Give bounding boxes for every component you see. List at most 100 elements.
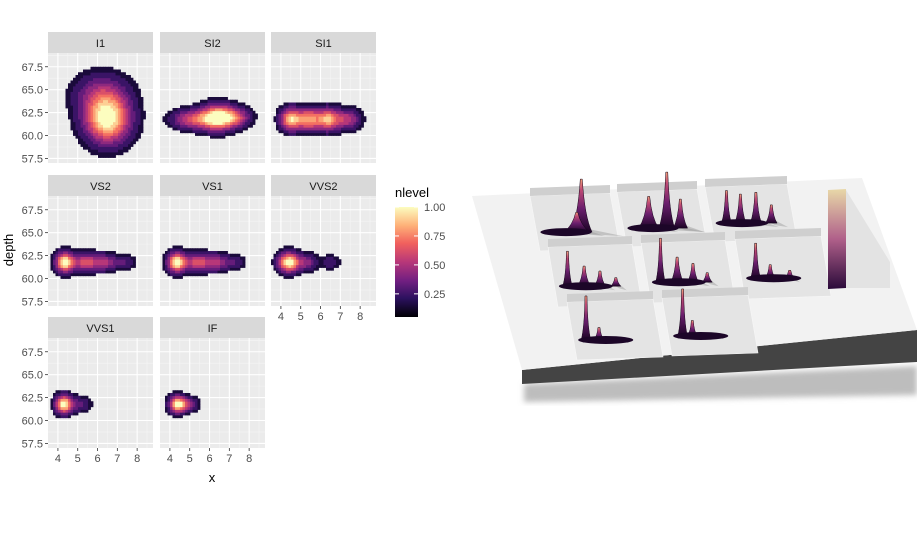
density-cell: [70, 273, 74, 277]
density-cell: [60, 404, 64, 408]
density-cell: [110, 154, 114, 158]
density-cell: [53, 404, 56, 408]
density-cell: [113, 72, 116, 76]
density-cell: [108, 105, 111, 109]
density-cell: [95, 108, 99, 112]
density-cell: [336, 259, 339, 263]
density-cell: [123, 80, 126, 84]
density-cell: [303, 116, 307, 120]
density-cell: [180, 256, 183, 260]
density-cell: [85, 94, 89, 98]
density-cell: [73, 94, 76, 98]
density-cell: [291, 124, 294, 128]
density-cell: [88, 264, 91, 268]
density-cell: [273, 119, 277, 123]
density-cell: [120, 72, 124, 76]
3d-density-peak: [655, 237, 666, 283]
density-cell: [103, 267, 106, 271]
density-cell: [113, 75, 116, 79]
density-cell: [83, 256, 86, 260]
density-cell: [93, 141, 96, 145]
density-cell: [237, 256, 241, 260]
density-cell: [177, 124, 181, 128]
density-cell: [308, 259, 312, 263]
density-cell: [237, 113, 241, 117]
density-cell: [331, 102, 334, 106]
density-cell: [93, 75, 96, 79]
density-cell: [135, 94, 139, 98]
density-cell: [65, 270, 69, 274]
x-tick-label: 4: [167, 453, 173, 465]
density-cell: [90, 401, 94, 405]
density-cell: [68, 256, 71, 260]
density-cell: [205, 253, 208, 257]
density-cell: [361, 119, 364, 123]
density-cell: [95, 264, 99, 268]
density-cell: [130, 94, 134, 98]
density-cell: [333, 121, 337, 125]
density-cell: [180, 262, 183, 266]
density-cell: [83, 132, 86, 136]
density-cell: [65, 395, 69, 399]
density-cell: [115, 262, 119, 266]
density-cell: [98, 69, 101, 73]
density-cell: [227, 256, 231, 260]
density-cell: [336, 102, 339, 106]
density-cell: [215, 105, 218, 109]
density-cell: [113, 141, 116, 145]
density-cell: [95, 105, 99, 109]
density-cell: [98, 108, 101, 112]
density-cell: [167, 401, 171, 405]
density-cell: [63, 415, 66, 419]
density-cell: [227, 130, 231, 134]
density-cell: [225, 124, 228, 128]
density-cell: [93, 259, 96, 263]
density-cell: [281, 127, 284, 131]
density-cell: [220, 116, 223, 120]
density-cell: [78, 99, 81, 103]
density-cell: [247, 108, 251, 112]
density-cell: [85, 80, 89, 84]
density-cell: [288, 267, 292, 271]
density-cell: [83, 262, 86, 266]
density-cell: [346, 113, 349, 117]
density-cell: [68, 86, 71, 90]
density-cell: [128, 256, 131, 260]
density-cell: [120, 77, 124, 81]
density-cell: [58, 398, 61, 402]
density-cell: [351, 116, 354, 120]
density-cell: [321, 108, 324, 112]
density-cell: [118, 119, 121, 123]
density-cell: [341, 113, 344, 117]
density-cell: [303, 127, 307, 131]
density-cell: [100, 83, 104, 87]
density-cell: [68, 99, 71, 103]
facet-strip: [160, 32, 265, 53]
density-cell: [288, 105, 292, 109]
density-cell: [313, 124, 317, 128]
density-cell: [50, 401, 54, 405]
density-cell: [100, 264, 104, 268]
density-cell: [170, 124, 173, 128]
density-cell: [225, 102, 228, 106]
density-cell: [123, 267, 126, 271]
density-cell: [110, 124, 114, 128]
density-cell: [68, 406, 71, 410]
density-cell: [60, 401, 64, 405]
density-cell: [187, 248, 191, 252]
density-cell: [212, 253, 216, 257]
density-cell: [80, 262, 84, 266]
density-cell: [197, 262, 201, 266]
density-cell: [68, 116, 71, 120]
density-cell: [73, 127, 76, 131]
density-cell: [98, 119, 101, 123]
density-cell: [185, 121, 188, 125]
density-cell: [321, 105, 324, 109]
density-cell: [95, 267, 99, 271]
density-cell: [165, 270, 168, 274]
density-cell: [210, 110, 213, 114]
density-cell: [135, 86, 139, 90]
density-cell: [232, 124, 236, 128]
density-cell: [60, 393, 64, 397]
